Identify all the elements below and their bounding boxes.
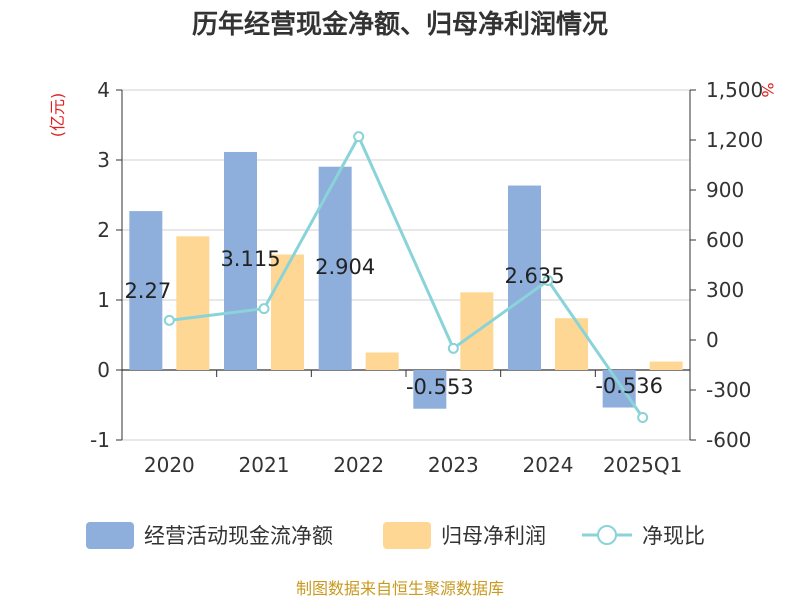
bar-cashflow bbox=[508, 185, 541, 370]
left-tick-label: -1 bbox=[90, 428, 110, 452]
right-axis-unit: % bbox=[758, 82, 777, 97]
legend: 经营活动现金流净额 归母净利润 净现比 bbox=[86, 522, 705, 549]
left-tick-label: 2 bbox=[97, 218, 110, 242]
left-tick-label: 1 bbox=[97, 288, 110, 312]
legend-swatch-ratio-marker bbox=[597, 525, 617, 545]
bar-net-profit bbox=[271, 254, 304, 370]
bars bbox=[129, 151, 683, 409]
source-note: 制图数据来自恒生聚源数据库 bbox=[296, 579, 504, 598]
data-label: 2.635 bbox=[504, 264, 564, 288]
ratio-point bbox=[542, 275, 554, 286]
left-tick-label: 3 bbox=[97, 148, 110, 172]
right-tick-label: -300 bbox=[706, 378, 751, 402]
left-tick-label: 0 bbox=[97, 358, 110, 382]
ratio-point bbox=[258, 303, 270, 315]
right-tick-label: 300 bbox=[706, 278, 744, 302]
ratio-point bbox=[163, 314, 175, 326]
data-label: -0.553 bbox=[406, 375, 474, 399]
bar-net-profit bbox=[176, 236, 210, 370]
legend-swatch-net-profit bbox=[383, 522, 431, 549]
data-labels: 2.27 3.115 2.904 -0.553 2.635 -0.536 bbox=[124, 247, 663, 399]
right-tick-label: -600 bbox=[706, 428, 751, 452]
bar-net-profit bbox=[365, 352, 399, 370]
bar-net-profit bbox=[555, 318, 588, 370]
x-tick-label: 2021 bbox=[239, 453, 290, 477]
left-tick-label: 4 bbox=[97, 78, 110, 102]
bar-net-profit bbox=[649, 361, 683, 370]
legend-label-net-profit: 归母净利润 bbox=[441, 524, 546, 548]
right-tick-label: 900 bbox=[706, 178, 744, 202]
data-label: -0.536 bbox=[595, 374, 663, 398]
left-axis-unit: (亿元) bbox=[48, 93, 67, 138]
legend-label-cashflow: 经营活动现金流净额 bbox=[144, 524, 333, 548]
chart-title: 历年经营现金净额、归母净利润情况 bbox=[192, 9, 608, 40]
bar-cashflow bbox=[224, 151, 257, 370]
data-label: 3.115 bbox=[220, 247, 280, 271]
right-tick-label: 1,500 bbox=[706, 78, 763, 102]
ratio-line-path bbox=[169, 133, 644, 419]
x-tick-label: 2022 bbox=[333, 453, 384, 477]
x-tick-label: 2023 bbox=[428, 453, 479, 477]
legend-swatch-cashflow bbox=[86, 522, 134, 549]
bar-cashflow bbox=[413, 370, 447, 409]
legend-label-ratio: 净现比 bbox=[642, 524, 705, 548]
data-label: 2.27 bbox=[124, 279, 171, 303]
right-tick-label: 600 bbox=[706, 228, 744, 252]
ratio-point bbox=[353, 131, 365, 143]
ratio-point bbox=[637, 412, 649, 423]
ratio-line bbox=[163, 131, 649, 423]
x-tick-label: 2025Q1 bbox=[603, 453, 682, 477]
data-label: 2.904 bbox=[315, 255, 375, 279]
x-tick-label: 2020 bbox=[144, 453, 195, 477]
right-tick-label: 1,200 bbox=[706, 128, 763, 152]
bar-cashflow bbox=[129, 211, 163, 370]
x-tick-label: 2024 bbox=[523, 453, 574, 477]
ratio-point bbox=[447, 342, 459, 354]
axes: 4 3 2 1 0 -1 1,500 1,200 900 600 300 0 -300 -600 2020 2… bbox=[90, 78, 763, 477]
right-tick-label: 0 bbox=[706, 328, 719, 352]
